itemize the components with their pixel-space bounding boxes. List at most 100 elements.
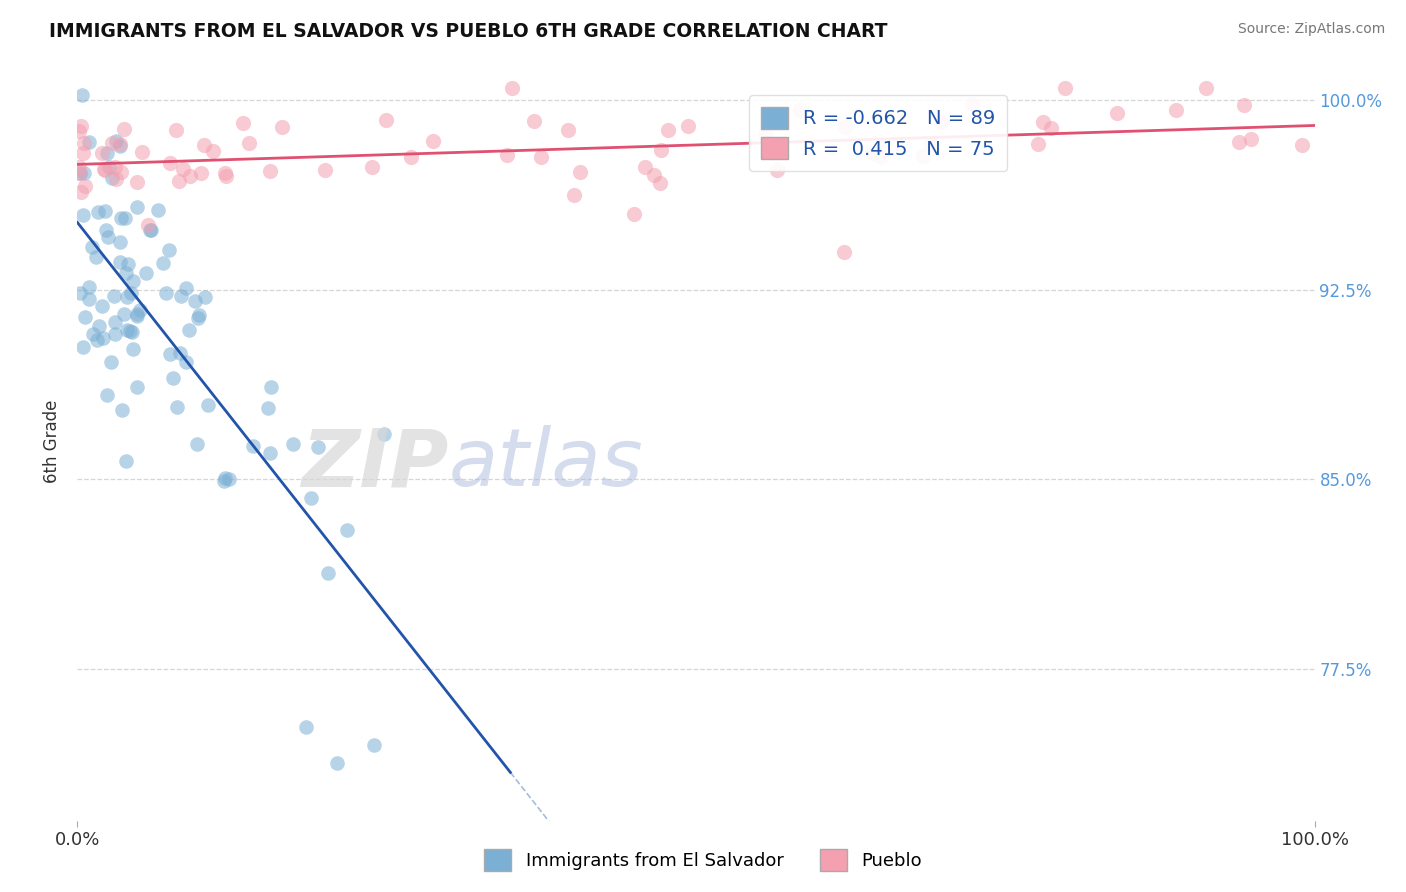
- Point: [127, 307, 149, 321]
- Point: [232, 115, 254, 129]
- Point: [174, 355, 197, 369]
- Point: [69, 166, 91, 180]
- Point: [105, 172, 128, 186]
- Point: [212, 474, 235, 488]
- Point: [186, 437, 208, 451]
- Point: [194, 290, 217, 304]
- Point: [326, 756, 349, 770]
- Point: [174, 281, 197, 295]
- Point: [623, 207, 645, 221]
- Point: [316, 566, 339, 580]
- Y-axis label: 6th Grade: 6th Grade: [44, 400, 62, 483]
- Point: [104, 134, 127, 148]
- Point: [96, 146, 118, 161]
- Point: [170, 289, 193, 303]
- Point: [1164, 103, 1187, 117]
- Point: [100, 355, 122, 369]
- Point: [148, 202, 170, 217]
- Point: [166, 400, 188, 414]
- Point: [530, 150, 553, 164]
- Point: [643, 168, 665, 182]
- Point: [91, 299, 114, 313]
- Point: [114, 211, 136, 225]
- Point: [314, 162, 336, 177]
- Point: [125, 309, 148, 323]
- Point: [169, 346, 191, 360]
- Point: [202, 144, 225, 158]
- Point: [678, 119, 700, 133]
- Point: [110, 211, 132, 225]
- Point: [960, 96, 983, 111]
- Point: [308, 440, 330, 454]
- Point: [1233, 97, 1256, 112]
- Point: [104, 160, 127, 174]
- Point: [72, 146, 94, 161]
- Point: [114, 454, 136, 468]
- Point: [138, 223, 160, 237]
- Point: [1229, 135, 1251, 149]
- Point: [193, 137, 215, 152]
- Point: [929, 115, 952, 129]
- Point: [159, 155, 181, 169]
- Point: [1039, 120, 1062, 135]
- Point: [422, 134, 444, 148]
- Point: [80, 239, 103, 253]
- Point: [501, 80, 523, 95]
- Point: [172, 162, 194, 177]
- Point: [96, 388, 118, 402]
- Point: [242, 439, 264, 453]
- Point: [93, 162, 115, 177]
- Point: [754, 128, 776, 142]
- Point: [120, 286, 142, 301]
- Point: [295, 720, 318, 734]
- Point: [766, 163, 789, 178]
- Point: [72, 340, 94, 354]
- Point: [112, 122, 135, 136]
- Point: [135, 266, 157, 280]
- Point: [70, 185, 93, 199]
- Point: [87, 318, 110, 333]
- Point: [197, 398, 219, 412]
- Point: [75, 310, 97, 324]
- Point: [1107, 105, 1129, 120]
- Point: [101, 136, 124, 151]
- Point: [112, 307, 135, 321]
- Point: [1032, 115, 1054, 129]
- Point: [118, 324, 141, 338]
- Point: [125, 380, 148, 394]
- Point: [157, 243, 180, 257]
- Point: [162, 371, 184, 385]
- Point: [101, 171, 124, 186]
- Point: [67, 160, 90, 174]
- Point: [77, 279, 100, 293]
- Point: [90, 146, 112, 161]
- Point: [188, 309, 211, 323]
- Legend: R = -0.662   N = 89, R =  0.415   N = 75: R = -0.662 N = 89, R = 0.415 N = 75: [749, 95, 1007, 171]
- Legend: Immigrants from El Salvador, Pueblo: Immigrants from El Salvador, Pueblo: [477, 842, 929, 879]
- Point: [257, 401, 280, 415]
- Point: [69, 285, 91, 300]
- Point: [72, 208, 94, 222]
- Point: [215, 169, 238, 183]
- Point: [139, 223, 162, 237]
- Point: [136, 218, 159, 232]
- Point: [1026, 136, 1049, 151]
- Point: [86, 334, 108, 348]
- Point: [374, 113, 396, 128]
- Point: [97, 160, 120, 174]
- Point: [77, 292, 100, 306]
- Point: [634, 160, 657, 174]
- Point: [152, 256, 174, 270]
- Point: [862, 145, 884, 160]
- Point: [281, 437, 304, 451]
- Point: [569, 165, 592, 179]
- Point: [117, 256, 139, 270]
- Point: [259, 445, 281, 459]
- Point: [834, 120, 856, 134]
- Point: [75, 179, 97, 194]
- Point: [103, 289, 125, 303]
- Point: [125, 200, 148, 214]
- Point: [67, 166, 90, 180]
- Point: [259, 164, 281, 178]
- Point: [165, 123, 187, 137]
